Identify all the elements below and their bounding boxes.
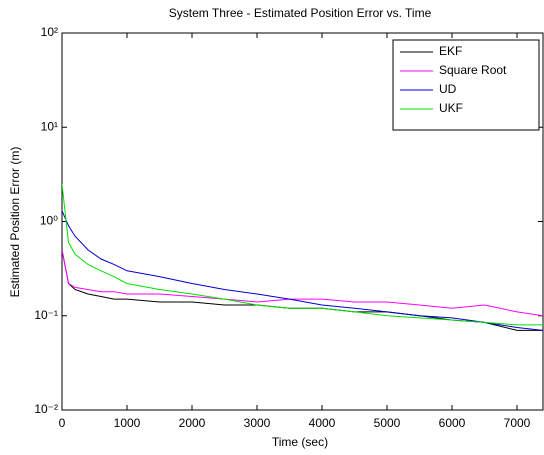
y-tick-label: 10⁰ [40,214,58,228]
y-axis-label: Estimated Position Error (m) [8,147,22,298]
x-axis-label: Time (sec) [272,435,328,449]
legend-label: UD [439,82,457,96]
y-tick-label: 10¹ [41,119,58,133]
chart-title: System Three - Estimated Position Error … [169,6,432,20]
y-tick-label: 10⁻¹ [34,308,58,322]
x-tick-label: 1000 [114,416,141,430]
legend-label: EKF [439,44,462,58]
x-tick-label: 3000 [244,416,271,430]
series-line [62,183,543,326]
x-tick-label: 0 [59,416,66,430]
series-line [62,249,543,317]
x-tick-label: 7000 [504,416,531,430]
y-tick-label: 10⁻² [34,402,58,416]
legend-label: Square Root [439,63,507,77]
y-tick-label: 10² [41,25,58,39]
series-line [62,210,543,331]
x-tick-label: 6000 [439,416,466,430]
x-tick-label: 5000 [374,416,401,430]
x-tick-label: 2000 [179,416,206,430]
legend-box [392,39,540,131]
x-tick-label: 4000 [309,416,336,430]
legend-label: UKF [439,101,463,115]
